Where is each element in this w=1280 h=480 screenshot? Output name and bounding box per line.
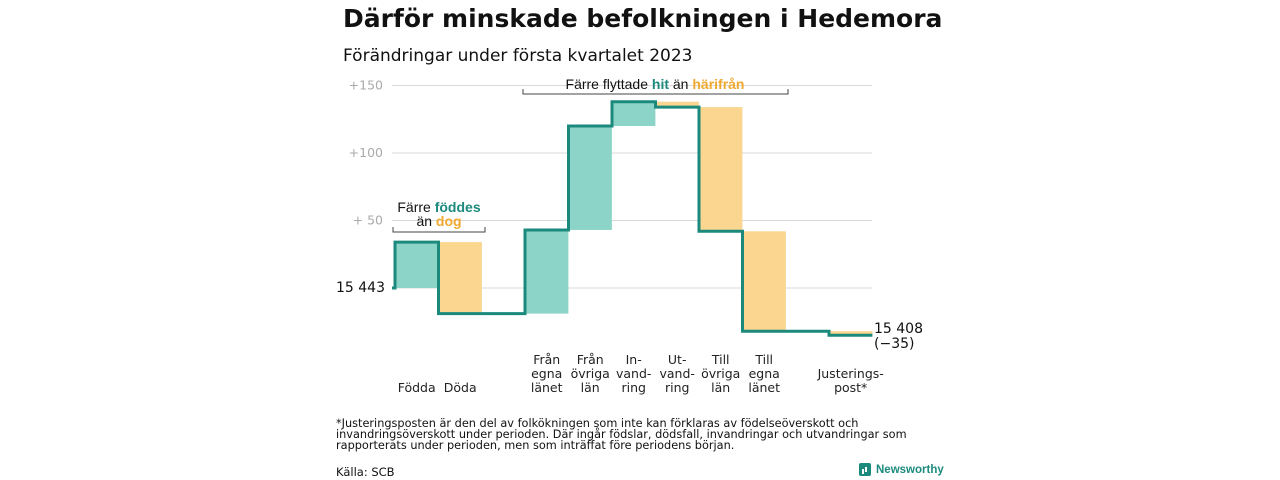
- bar-layer: [395, 101, 873, 336]
- category-label: Döda: [444, 380, 477, 395]
- waterfall-bar: [525, 229, 569, 314]
- waterfall-bar: [829, 331, 873, 336]
- category-label-line: vand-: [616, 366, 651, 381]
- waterfall-bar: [655, 101, 699, 108]
- category-label-line: ring: [621, 380, 645, 395]
- category-label-line: Från: [533, 352, 560, 367]
- category-label-line: länet: [531, 380, 563, 395]
- category-label-line: In-: [626, 352, 642, 367]
- category-label: Födda: [398, 380, 436, 395]
- category-label-line: egna: [531, 366, 562, 381]
- category-label-line: Till: [711, 352, 730, 367]
- deaths-highlight: dog: [436, 213, 462, 229]
- births-annotation-line2: än dog: [416, 213, 461, 229]
- category-label: Från egna länet: [531, 352, 563, 395]
- brand: Newsworthy: [859, 463, 944, 476]
- waterfall-bar: [612, 101, 656, 126]
- waterfall-bar: [742, 231, 786, 332]
- category-label-line: Från: [577, 352, 604, 367]
- moves-harifran-highlight: härifrån: [692, 76, 744, 92]
- births-bracket: [392, 227, 486, 233]
- newsworthy-logo-icon: [859, 463, 871, 476]
- births-annotation-text: Färre: [397, 199, 434, 215]
- category-label-line: övriga: [571, 366, 610, 381]
- waterfall-bar: [699, 107, 743, 232]
- category-label-line: länet: [748, 380, 780, 395]
- category-label-line: ring: [665, 380, 689, 395]
- births-annotation-text: än: [416, 213, 435, 229]
- category-label-line: län: [581, 380, 600, 395]
- category-label-line: övriga: [701, 366, 740, 381]
- category-label-line: Ut-: [668, 352, 687, 367]
- category-label-line: vand-: [659, 366, 694, 381]
- category-label: Justerings-post*: [817, 366, 884, 395]
- brand-name: Newsworthy: [876, 463, 944, 476]
- category-label-line: Födda: [398, 380, 436, 395]
- footnote: *Justeringsposten är den del av folkökni…: [336, 417, 907, 452]
- category-label-line: Döda: [444, 380, 477, 395]
- category-label-line: län: [711, 380, 730, 395]
- category-label: In-vand-ring: [616, 352, 651, 395]
- moves-annotation: Färre flyttade hit än härifrån: [566, 76, 745, 92]
- category-label: Från övriga län: [571, 352, 610, 395]
- category-label: Till egna länet: [748, 352, 780, 395]
- category-label-line: Justerings-: [817, 366, 884, 381]
- chart-title: Därför minskade befolkningen i Hedemora: [343, 4, 943, 33]
- moves-annotation-text: Färre flyttade: [566, 76, 652, 92]
- start-value-label: 15 443: [336, 280, 385, 296]
- waterfall-bar: [568, 126, 612, 230]
- waterfall-bar: [438, 242, 482, 314]
- moves-hit-highlight: hit: [652, 76, 669, 92]
- chart-subtitle: Förändringar under första kvartalet 2023: [343, 46, 693, 66]
- births-highlight: föddes: [435, 199, 481, 215]
- cumulative-step-line: [392, 100, 873, 337]
- source-text: Källa: SCB: [336, 465, 395, 479]
- category-label: Ut-vand-ring: [659, 352, 694, 395]
- births-annotation-line1: Färre föddes: [397, 199, 480, 215]
- y-tick-label: +150: [349, 78, 383, 93]
- waterfall-bar: [395, 242, 439, 288]
- end-value-label: 15 408: [874, 321, 923, 337]
- category-label-line: egna: [749, 366, 780, 381]
- category-label-line: Till: [754, 352, 773, 367]
- category-label-line: post*: [834, 380, 867, 395]
- moves-bracket: [522, 89, 789, 95]
- y-tick-label: + 50: [353, 213, 383, 228]
- line-layer: [392, 100, 873, 337]
- y-tick-label: +100: [349, 145, 383, 160]
- moves-annotation-text: än: [669, 76, 692, 92]
- category-label: Till övriga län: [701, 352, 740, 395]
- end-change-label: (−35): [874, 336, 914, 352]
